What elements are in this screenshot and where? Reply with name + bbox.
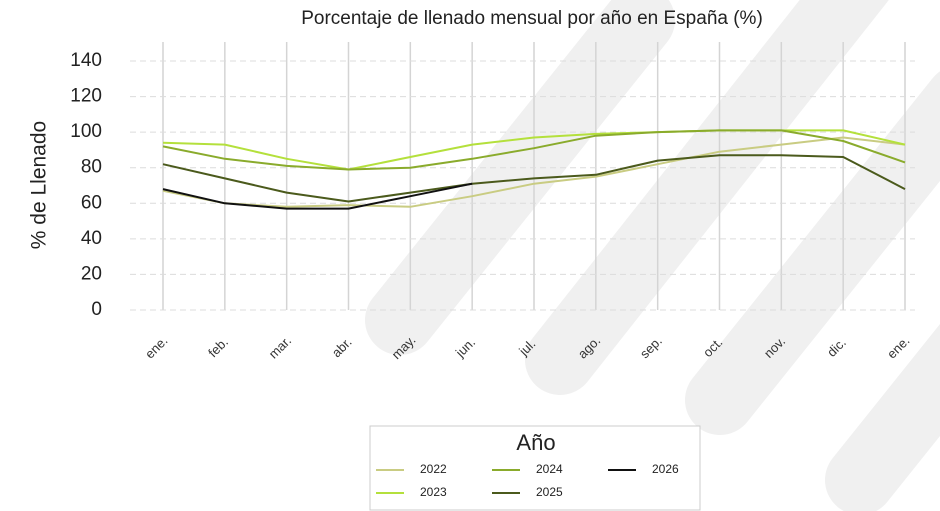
legend-title: Año (516, 430, 555, 455)
y-tick-label: 80 (81, 157, 102, 178)
y-tick-label: 100 (70, 121, 102, 142)
x-tick-label: ene. (884, 333, 913, 362)
series-line (162, 154, 906, 203)
x-tick-label: feb. (205, 334, 231, 360)
y-tick-label: 40 (81, 228, 102, 249)
series-line (162, 136, 906, 208)
y-tick-label: 0 (91, 299, 102, 320)
legend-box (369, 425, 701, 511)
y-tick-label: 140 (70, 50, 102, 71)
x-tick-label: mar. (266, 333, 294, 361)
legend: Año 2022 2023 2024 2025 2026 (369, 425, 701, 511)
x-tick-label: sep. (637, 333, 665, 361)
legend-label: 2024 (536, 462, 563, 476)
x-tick-label: dic. (824, 335, 849, 360)
y-tick-label: 60 (81, 192, 102, 213)
legend-label: 2023 (420, 485, 447, 499)
legend-label: 2022 (420, 462, 447, 476)
y-tick-label: 120 (70, 86, 102, 107)
x-tick-label: jun. (452, 335, 478, 361)
y-axis-label: % de Llenado (28, 121, 51, 249)
watermark (365, 0, 940, 511)
x-tick-label: abr. (329, 334, 355, 360)
series-line (162, 182, 473, 210)
legend-label: 2026 (652, 462, 679, 476)
chart-title: Porcentaje de llenado mensual por año en… (301, 8, 763, 29)
x-tick-label: ene. (142, 333, 171, 362)
series-line (162, 129, 906, 171)
legend-label: 2025 (536, 485, 563, 499)
y-tick-label: 20 (81, 263, 102, 284)
